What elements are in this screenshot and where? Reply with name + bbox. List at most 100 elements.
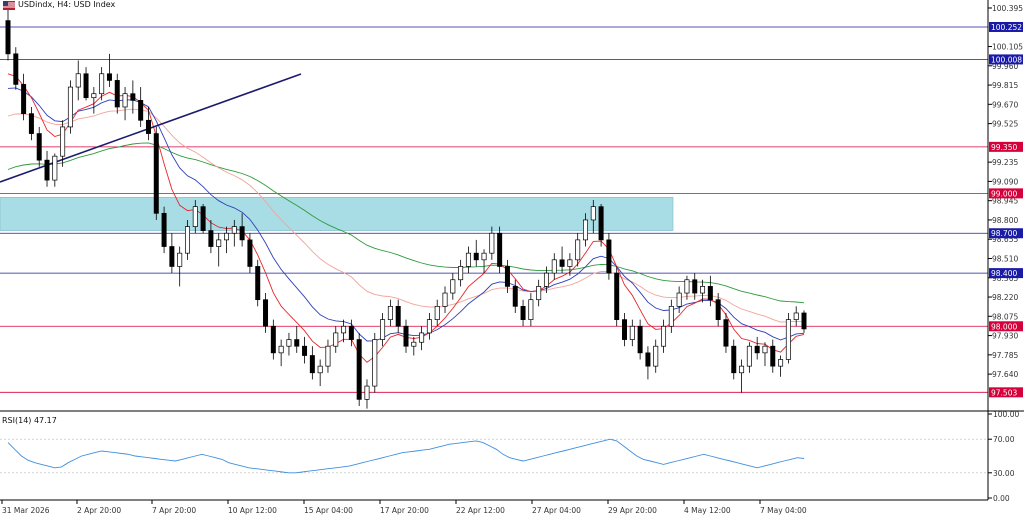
- candle-body: [512, 286, 518, 307]
- candle: [504, 259, 510, 294]
- price-tick-label: 100.395: [992, 4, 1023, 13]
- candle-body: [75, 73, 81, 88]
- candle: [325, 339, 331, 373]
- candle: [528, 293, 534, 327]
- candle-body: [770, 345, 776, 367]
- time-tick-label: 15 Apr 04:00: [304, 506, 353, 515]
- candle: [434, 299, 440, 327]
- candle: [309, 346, 315, 380]
- candle: [138, 87, 144, 127]
- candle-body: [184, 226, 190, 254]
- candle-body: [676, 292, 682, 307]
- candle: [106, 53, 112, 88]
- zone-rect: [0, 197, 674, 231]
- time-tick-label: 29 Apr 20:00: [608, 506, 657, 515]
- candle: [661, 319, 667, 353]
- candle: [36, 126, 42, 167]
- candle-body: [83, 73, 89, 99]
- candle-body: [200, 206, 206, 231]
- candle: [364, 379, 370, 409]
- price-tick-label: 99.090: [992, 177, 1018, 186]
- candle: [294, 326, 300, 353]
- candle: [497, 226, 503, 274]
- time-tick-label: 31 Mar 2026: [2, 506, 50, 515]
- candle: [520, 299, 526, 327]
- candle-body: [637, 325, 643, 354]
- candle-body: [582, 219, 588, 241]
- candle-body: [387, 305, 393, 320]
- level-label: 99.000: [991, 189, 1017, 198]
- rsi-tick-label: 0.00: [993, 494, 1010, 503]
- candle: [458, 259, 464, 287]
- candle-body: [419, 332, 425, 343]
- price-tick-label: 100.105: [992, 43, 1023, 52]
- time-axis: 31 Mar 2026 2 Apr 20:00 7 Apr 20:00 10 Apr …: [1, 500, 807, 515]
- chart-symbol-icon: [3, 1, 15, 10]
- candle-body: [356, 339, 362, 400]
- candle-body: [270, 325, 276, 354]
- candle: [83, 67, 89, 101]
- level-badge: [989, 228, 1023, 239]
- candle-body: [543, 272, 549, 287]
- candle: [645, 346, 651, 380]
- candle-body: [28, 113, 34, 134]
- chart-title: USDindx, H4: USD Index: [18, 0, 116, 9]
- rsi-tick-label: 30.00: [993, 469, 1015, 478]
- candle-body: [247, 239, 253, 267]
- candle-body: [622, 319, 628, 340]
- candle: [411, 336, 417, 356]
- candle-body: [778, 359, 784, 367]
- candle-body: [458, 266, 464, 281]
- price-tick-label: 97.930: [992, 332, 1018, 341]
- candle: [676, 286, 682, 313]
- candle-body: [21, 84, 27, 114]
- candle-body: [67, 86, 73, 128]
- price-tick-label: 99.960: [992, 62, 1018, 71]
- time-tick-label: 4 May 12:00: [684, 506, 731, 515]
- candle: [614, 266, 620, 327]
- candle-body: [60, 126, 66, 157]
- candle: [263, 293, 269, 333]
- rsi-label: RSI(14) 47.17: [2, 416, 57, 425]
- candle: [762, 342, 768, 367]
- candle: [598, 204, 604, 247]
- candle: [606, 233, 612, 280]
- candle: [247, 233, 253, 274]
- candle: [169, 233, 175, 274]
- candle: [21, 73, 27, 121]
- candle-body: [723, 319, 729, 347]
- candle: [99, 67, 105, 101]
- candle-body: [153, 133, 159, 214]
- candle-body: [481, 252, 487, 261]
- candle-body: [473, 252, 479, 261]
- price-axis: 100.395 100.105 99.960 99.815 99.670 99.525 99…: [0, 0, 1024, 501]
- candle-body: [341, 325, 347, 334]
- candle: [770, 339, 776, 373]
- candle: [67, 80, 73, 134]
- candle: [52, 153, 58, 187]
- candle-body: [653, 345, 659, 367]
- level-badge: [989, 387, 1023, 398]
- candle-body: [372, 339, 378, 387]
- candle: [793, 306, 799, 327]
- level-badge: [989, 321, 1023, 332]
- candle: [224, 226, 230, 254]
- rsi-line: [7, 438, 805, 474]
- candle-body: [426, 319, 432, 334]
- candle-body: [497, 232, 503, 267]
- candle-body: [395, 305, 401, 327]
- time-tick-label: 27 Apr 04:00: [532, 506, 581, 515]
- candle: [622, 312, 628, 347]
- candle-body: [629, 325, 635, 340]
- candle-body: [465, 252, 471, 267]
- candle-body: [239, 226, 245, 241]
- candle: [60, 120, 66, 167]
- price-tick-label: 98.945: [992, 197, 1018, 206]
- candle: [270, 319, 276, 360]
- candle-body: [309, 355, 315, 374]
- price-tick-label: 99.525: [992, 120, 1018, 129]
- candle: [715, 293, 721, 327]
- candle: [130, 80, 136, 114]
- candle-body: [590, 206, 596, 221]
